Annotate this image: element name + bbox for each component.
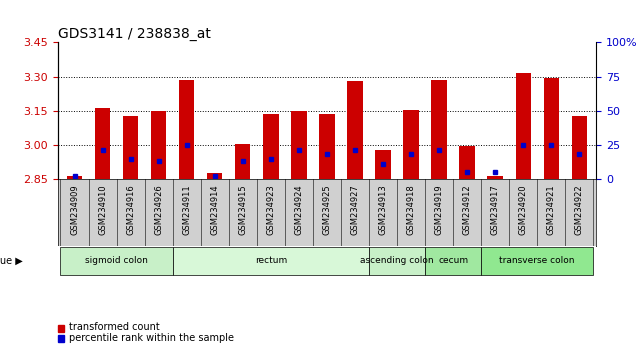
Bar	[460, 146, 475, 179]
Bar	[347, 81, 363, 179]
Text: ascending colon: ascending colon	[360, 256, 434, 266]
Text: GSM234922: GSM234922	[575, 184, 584, 235]
Bar	[151, 111, 167, 179]
Text: GDS3141 / 238838_at: GDS3141 / 238838_at	[58, 28, 210, 41]
Text: rectum: rectum	[254, 256, 287, 266]
Text: GSM234916: GSM234916	[126, 184, 135, 235]
Bar	[123, 116, 138, 179]
Text: GSM234921: GSM234921	[547, 184, 556, 235]
Text: GSM234909: GSM234909	[70, 184, 79, 235]
Bar	[487, 176, 503, 179]
Text: GSM234918: GSM234918	[406, 184, 415, 235]
Text: sigmoid colon: sigmoid colon	[85, 256, 148, 266]
Text: GSM234925: GSM234925	[322, 184, 331, 235]
Bar	[515, 73, 531, 179]
Text: GSM234913: GSM234913	[378, 184, 388, 235]
Text: GSM234915: GSM234915	[238, 184, 247, 235]
Bar	[403, 110, 419, 179]
Text: GSM234920: GSM234920	[519, 184, 528, 235]
Bar	[291, 111, 306, 179]
Text: cecum: cecum	[438, 256, 468, 266]
Text: GSM234910: GSM234910	[98, 184, 107, 235]
Bar	[431, 80, 447, 179]
Text: tissue ▶: tissue ▶	[0, 256, 22, 266]
Bar	[67, 176, 82, 179]
Bar	[375, 150, 391, 179]
Text: GSM234927: GSM234927	[351, 184, 360, 235]
Bar	[179, 80, 194, 179]
FancyBboxPatch shape	[481, 247, 594, 275]
Text: GSM234923: GSM234923	[266, 184, 276, 235]
Bar	[572, 116, 587, 179]
Text: GSM234924: GSM234924	[294, 184, 303, 235]
Text: transverse colon: transverse colon	[499, 256, 575, 266]
FancyBboxPatch shape	[60, 247, 172, 275]
Bar	[319, 114, 335, 179]
FancyBboxPatch shape	[425, 247, 481, 275]
Text: GSM234917: GSM234917	[490, 184, 500, 235]
Text: GSM234911: GSM234911	[182, 184, 191, 235]
Text: GSM234926: GSM234926	[154, 184, 163, 235]
Text: percentile rank within the sample: percentile rank within the sample	[69, 333, 234, 343]
Text: GSM234912: GSM234912	[463, 184, 472, 235]
Bar	[544, 78, 559, 179]
Text: GSM234914: GSM234914	[210, 184, 219, 235]
FancyBboxPatch shape	[172, 247, 369, 275]
Text: transformed count: transformed count	[69, 322, 160, 332]
Bar	[263, 114, 279, 179]
Text: GSM234919: GSM234919	[435, 184, 444, 235]
Bar	[95, 108, 110, 179]
FancyBboxPatch shape	[369, 247, 425, 275]
Bar	[207, 173, 222, 179]
Bar	[235, 144, 251, 179]
